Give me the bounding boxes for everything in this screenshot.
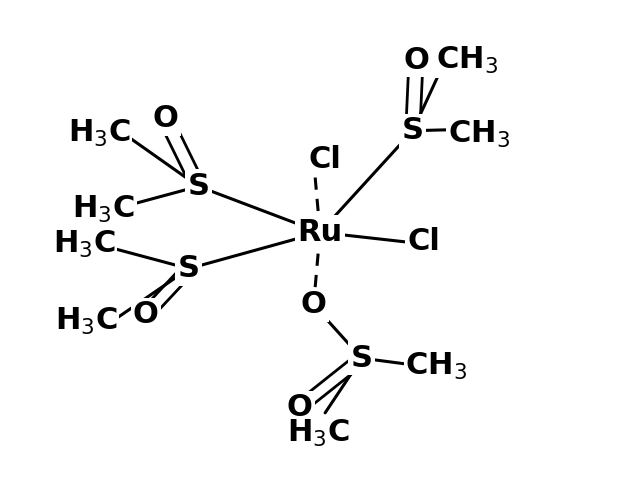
Text: H$_3$C: H$_3$C bbox=[53, 229, 116, 260]
Text: S: S bbox=[178, 254, 200, 283]
Text: S: S bbox=[351, 344, 372, 373]
Text: O: O bbox=[133, 300, 159, 329]
Text: Ru: Ru bbox=[298, 218, 342, 247]
Text: O: O bbox=[152, 104, 178, 133]
Text: O: O bbox=[287, 393, 312, 422]
Text: H$_3$C: H$_3$C bbox=[68, 118, 131, 149]
Text: Cl: Cl bbox=[308, 145, 342, 174]
Text: H$_3$C: H$_3$C bbox=[287, 418, 350, 449]
Text: O: O bbox=[403, 46, 429, 75]
Text: CH$_3$: CH$_3$ bbox=[405, 351, 468, 382]
Text: CH$_3$: CH$_3$ bbox=[436, 45, 499, 76]
Text: H$_3$C: H$_3$C bbox=[72, 194, 135, 225]
Text: CH$_3$: CH$_3$ bbox=[447, 119, 510, 150]
Text: O: O bbox=[301, 290, 326, 319]
Text: H$_3$C: H$_3$C bbox=[55, 306, 118, 337]
Text: S: S bbox=[188, 172, 209, 201]
Text: S: S bbox=[402, 116, 424, 145]
Text: Cl: Cl bbox=[408, 227, 441, 257]
